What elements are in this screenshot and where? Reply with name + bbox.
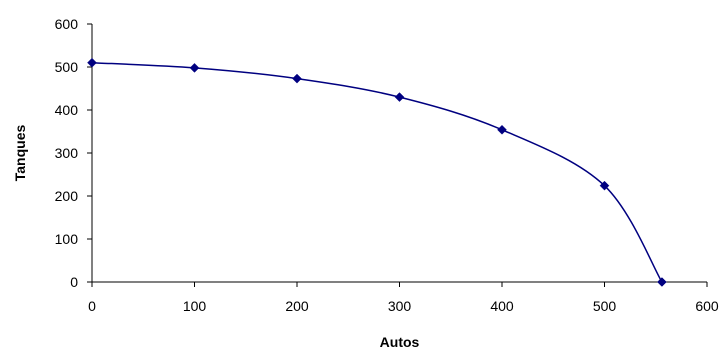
x-tick-label: 600 bbox=[695, 298, 719, 314]
y-tick-label: 500 bbox=[55, 59, 79, 75]
x-tick-label: 100 bbox=[183, 298, 207, 314]
y-tick-label: 200 bbox=[55, 188, 79, 204]
y-tick-label: 0 bbox=[70, 274, 78, 290]
y-tick-label: 600 bbox=[55, 16, 79, 32]
x-ticks: 0 100 200 300 400 500 600 bbox=[88, 282, 719, 314]
x-tick-label: 0 bbox=[88, 298, 96, 314]
y-tick-label: 300 bbox=[55, 145, 79, 161]
y-axis-title: Tanques bbox=[12, 125, 28, 182]
y-ticks: 0 100 200 300 400 500 600 bbox=[55, 16, 92, 290]
x-tick-label: 500 bbox=[593, 298, 617, 314]
x-axis-title: Autos bbox=[380, 334, 420, 350]
series bbox=[87, 57, 667, 287]
x-tick-label: 200 bbox=[285, 298, 309, 314]
axes bbox=[91, 24, 707, 283]
series-line bbox=[91, 61, 663, 283]
data-point-marker bbox=[497, 124, 507, 135]
x-tick-label: 300 bbox=[388, 298, 412, 314]
data-point-marker bbox=[394, 92, 405, 102]
data-point-marker bbox=[292, 73, 302, 84]
data-point-marker bbox=[657, 277, 667, 287]
y-tick-label: 100 bbox=[55, 231, 79, 247]
data-point-marker bbox=[189, 63, 200, 73]
data-point-marker bbox=[599, 180, 610, 191]
x-tick-label: 400 bbox=[490, 298, 514, 314]
data-point-marker bbox=[87, 57, 97, 68]
y-tick-label: 400 bbox=[55, 102, 79, 118]
